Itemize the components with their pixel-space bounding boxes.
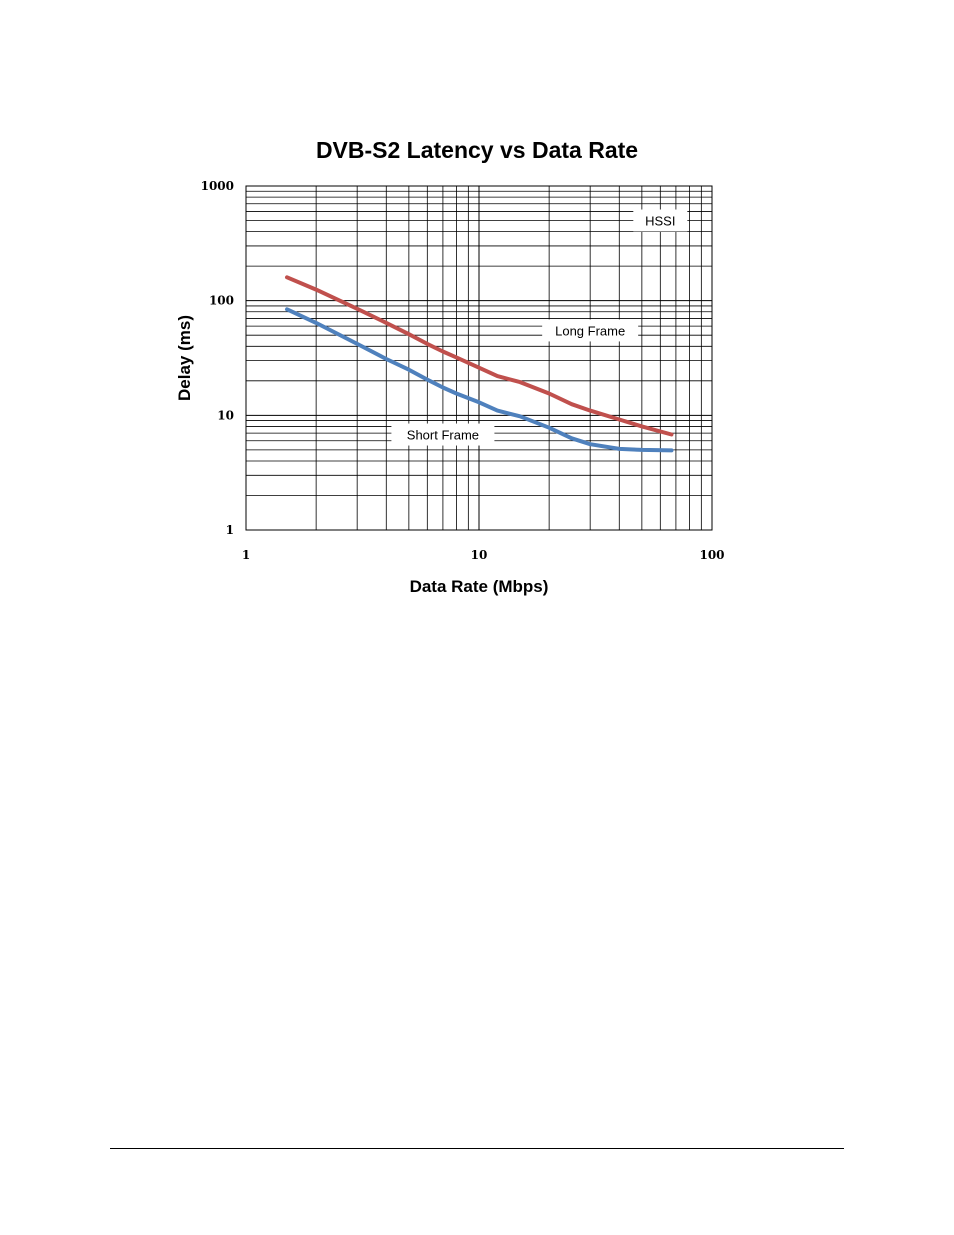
x-tick-label: 100: [699, 548, 724, 562]
y-tick-label: 100: [209, 294, 234, 308]
y-tick-label: 10: [217, 408, 234, 422]
x-tick-label: 10: [471, 548, 488, 562]
x-axis-title: Data Rate (Mbps): [410, 577, 549, 596]
y-tick-label: 1: [226, 523, 234, 537]
svg-text:Long Frame: Long Frame: [555, 323, 625, 338]
svg-text:Short Frame: Short Frame: [407, 428, 479, 443]
footer-rule: [110, 1148, 844, 1149]
y-axis-title: Delay (ms): [175, 315, 194, 401]
chart-title: DVB-S2 Latency vs Data Rate: [316, 137, 638, 163]
x-tick-label: 1: [242, 548, 250, 562]
series-line-short-frame: [285, 307, 674, 453]
y-tick-label: 1000: [201, 179, 234, 193]
annotations: HSSI Long Frame Short Frame: [391, 209, 688, 446]
y-tick-labels: 1 10 100 1000: [201, 179, 234, 537]
annotation-label: Long Frame: [542, 319, 639, 342]
x-tick-labels: 1 10 100: [242, 548, 725, 562]
plot-area: [245, 185, 713, 531]
annotation-label: HSSI: [633, 209, 688, 232]
svg-text:HSSI: HSSI: [645, 214, 675, 229]
chart-grid: [246, 186, 712, 530]
series-lines: [285, 275, 674, 453]
annotation-label: Short Frame: [391, 423, 495, 446]
series-line-long-frame: [285, 275, 674, 437]
